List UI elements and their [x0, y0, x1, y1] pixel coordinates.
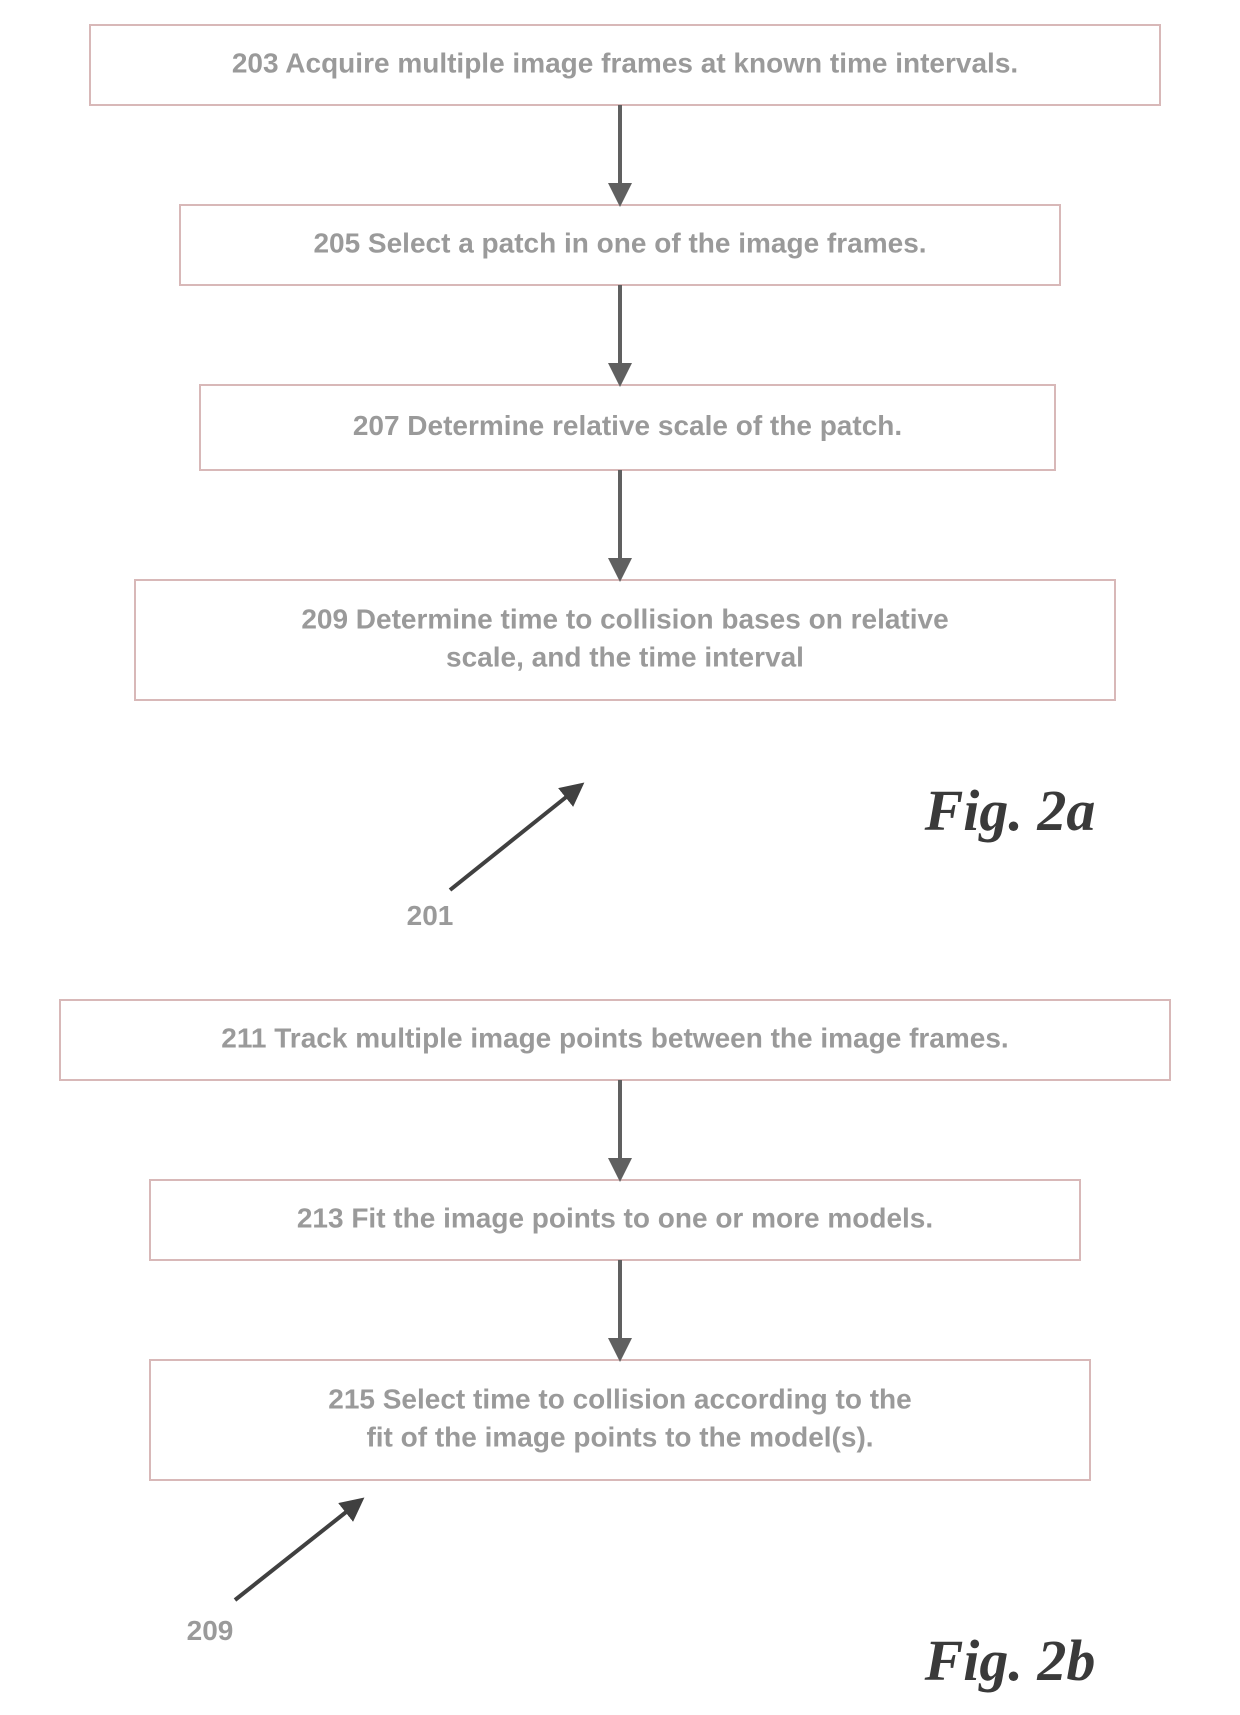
flow-step-211: 211 Track multiple image points between … — [60, 1000, 1170, 1080]
flow-step-text: 207 Determine relative scale of the patc… — [353, 410, 902, 441]
flow-step-text: 203 Acquire multiple image frames at kno… — [232, 47, 1018, 78]
flow-step-box — [150, 1360, 1090, 1480]
flow-step-text: scale, and the time interval — [446, 641, 804, 672]
flow-step-text: 205 Select a patch in one of the image f… — [313, 227, 926, 258]
flow-step-203: 203 Acquire multiple image frames at kno… — [90, 25, 1160, 105]
flow-step-207: 207 Determine relative scale of the patc… — [200, 385, 1055, 470]
flow-step-text: fit of the image points to the model(s). — [366, 1421, 873, 1452]
reference-number: 201 — [407, 900, 454, 931]
figure-label: Fig. 2b — [924, 1628, 1096, 1693]
reference-number: 209 — [187, 1615, 234, 1646]
flow-step-box — [135, 580, 1115, 700]
figure-label: Fig. 2a — [924, 778, 1096, 843]
flow-step-text: 211 Track multiple image points between … — [221, 1022, 1008, 1053]
flow-step-205: 205 Select a patch in one of the image f… — [180, 205, 1060, 285]
flow-step-text: 209 Determine time to collision bases on… — [301, 603, 948, 634]
reference-arrow — [450, 790, 575, 890]
reference-arrow — [235, 1505, 355, 1600]
flow-step-209: 209 Determine time to collision bases on… — [135, 580, 1115, 700]
flow-step-text: 213 Fit the image points to one or more … — [297, 1202, 933, 1233]
flow-step-215: 215 Select time to collision according t… — [150, 1360, 1090, 1480]
flow-step-text: 215 Select time to collision according t… — [328, 1383, 911, 1414]
flow-step-213: 213 Fit the image points to one or more … — [150, 1180, 1080, 1260]
